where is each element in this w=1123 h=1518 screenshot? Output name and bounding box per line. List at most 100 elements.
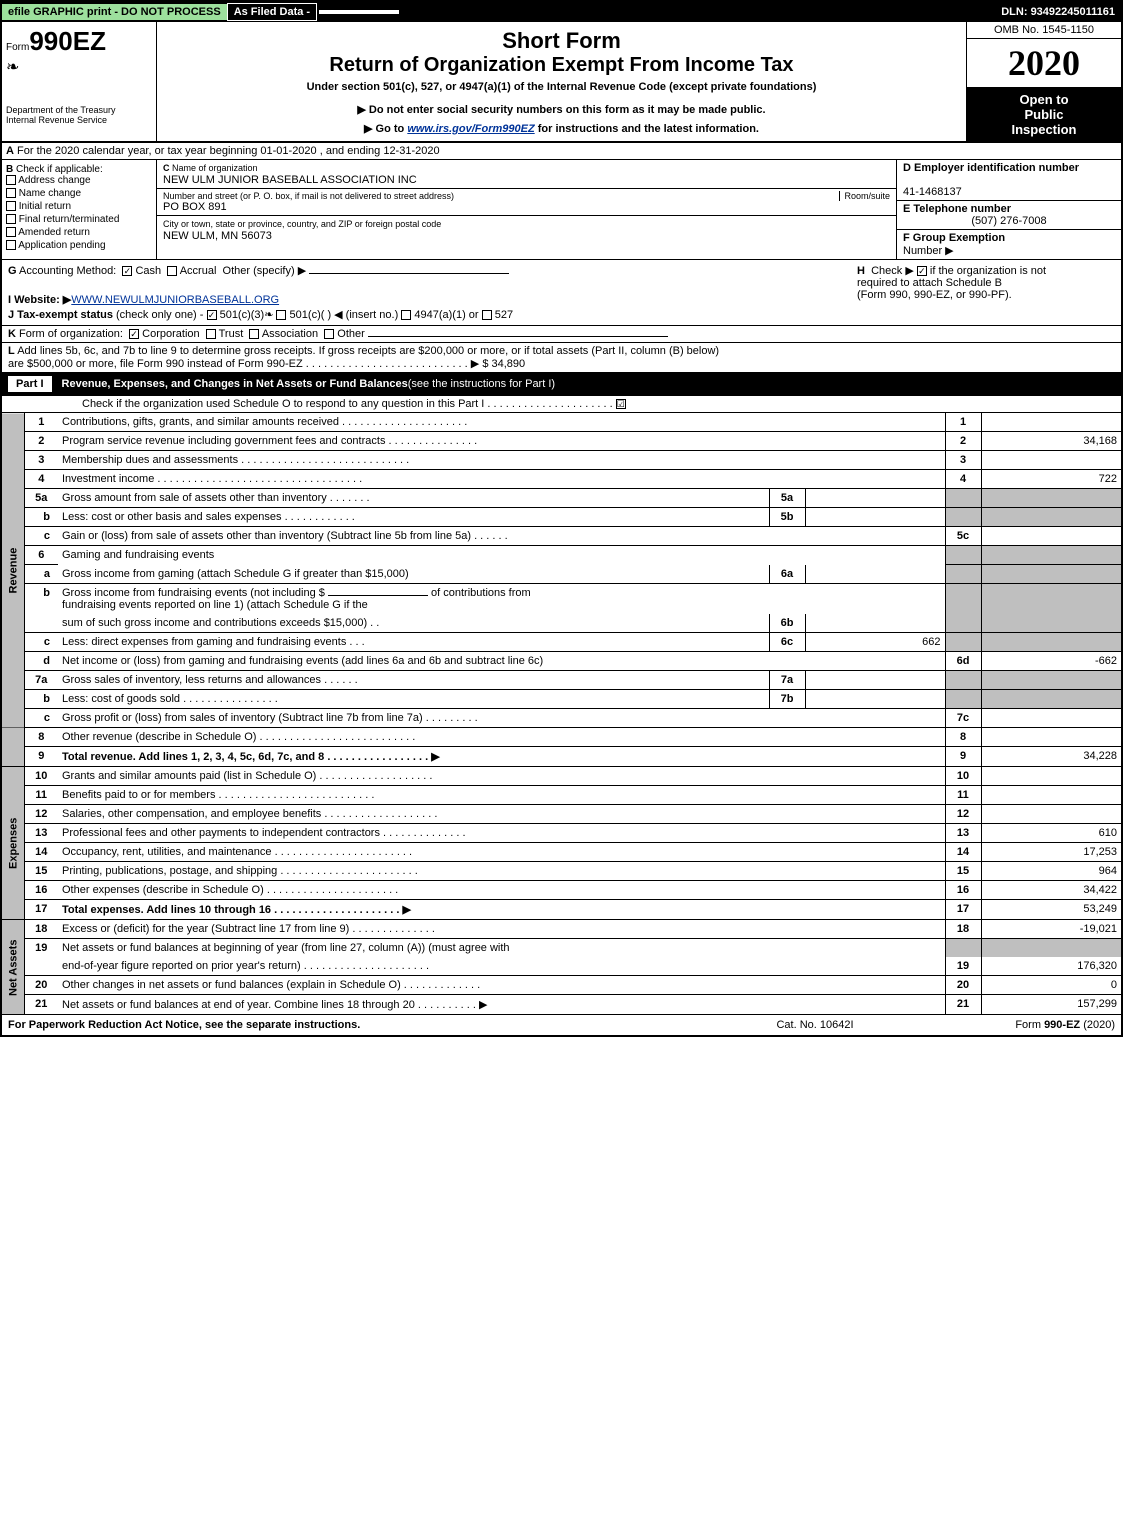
checkbox-trust[interactable]	[206, 329, 216, 339]
line-6a-midval	[805, 565, 945, 584]
part-1-table: Revenue 1 Contributions, gifts, grants, …	[2, 413, 1121, 1015]
line-5b-desc: Less: cost or other basis and sales expe…	[58, 508, 769, 527]
side-netassets: Net Assets	[2, 920, 24, 1015]
footer-left: For Paperwork Reduction Act Notice, see …	[8, 1019, 715, 1031]
checkbox-corporation[interactable]: ✓	[129, 329, 139, 339]
line-20-desc: Other changes in net assets or fund bala…	[58, 976, 945, 995]
website-link[interactable]: WWW.NEWULMJUNIORBASEBALL.ORG	[71, 294, 279, 306]
city-label: City or town, state or province, country…	[163, 219, 441, 229]
org-name-label: Name of organization	[172, 163, 258, 173]
row-h-check: H Check ▶ ✓ if the organization is not r…	[851, 260, 1121, 325]
checkbox-501c3[interactable]: ✓	[207, 310, 217, 320]
group-label2: Number ▶	[903, 245, 954, 257]
do-not-enter: ▶ Do not enter social security numbers o…	[167, 103, 956, 116]
label-association: Association	[262, 328, 318, 340]
open-line2: Public	[971, 107, 1117, 122]
line-11-box: 11	[945, 786, 981, 805]
line-6-rbox-shaded	[945, 546, 981, 565]
line-7c-val	[981, 709, 1121, 728]
line-6b-rval-shaded2	[981, 614, 1121, 633]
line-7b-rval-shaded	[981, 690, 1121, 709]
checkbox-amended-return[interactable]	[6, 227, 16, 237]
line-17-val: 53,249	[981, 900, 1121, 920]
bullet-icon: ❧	[6, 57, 152, 77]
checkbox-4947[interactable]	[401, 310, 411, 320]
line-8-desc: Other revenue (describe in Schedule O) .…	[58, 728, 945, 747]
checkbox-application-pending[interactable]	[6, 240, 16, 250]
row-g-left: G Accounting Method: ✓ Cash Accrual Othe…	[2, 260, 851, 325]
line-12-val	[981, 805, 1121, 824]
row-a-text: For the 2020 calendar year, or tax year …	[17, 145, 440, 157]
line-16-val: 34,422	[981, 881, 1121, 900]
line-9-val: 34,228	[981, 747, 1121, 767]
line-9-no: 9	[24, 747, 58, 767]
line-20-no: 20	[24, 976, 58, 995]
line-16-no: 16	[24, 881, 58, 900]
line-13-box: 13	[945, 824, 981, 843]
label-accrual: Accrual	[180, 265, 217, 277]
line-10-no: 10	[24, 767, 58, 786]
line-6a-rbox-shaded	[945, 565, 981, 584]
checkbox-name-change[interactable]	[6, 188, 16, 198]
form-header: Form990EZ ❧ Department of the Treasury I…	[2, 22, 1121, 143]
line-7b: b Less: cost of goods sold . . . . . . .…	[2, 690, 1121, 709]
checkbox-association[interactable]	[249, 329, 259, 339]
checkbox-accrual[interactable]	[167, 266, 177, 276]
line-8-val	[981, 728, 1121, 747]
open-line1: Open to	[971, 92, 1117, 107]
line-20-box: 20	[945, 976, 981, 995]
row-g-accounting: G Accounting Method: ✓ Cash Accrual Othe…	[2, 260, 1121, 326]
org-street: PO BOX 891	[163, 201, 227, 213]
line-14-val: 17,253	[981, 843, 1121, 862]
line-12-box: 12	[945, 805, 981, 824]
line-19-row2: end-of-year figure reported on prior yea…	[2, 957, 1121, 976]
checkbox-cash[interactable]: ✓	[122, 266, 132, 276]
open-line3: Inspection	[971, 122, 1117, 137]
tax-year: 2020	[967, 39, 1121, 88]
checkbox-527[interactable]	[482, 310, 492, 320]
label-other-specify: Other (specify) ▶	[223, 265, 307, 277]
checkbox-schedule-o-part1[interactable]: ☑	[616, 399, 626, 409]
line-14-box: 14	[945, 843, 981, 862]
line-16-desc: Other expenses (describe in Schedule O) …	[58, 881, 945, 900]
line-11-no: 11	[24, 786, 58, 805]
line-12: 12 Salaries, other compensation, and emp…	[2, 805, 1121, 824]
label-name-change: Name change	[19, 188, 81, 199]
line-6-desc: Gaming and fundraising events	[58, 546, 945, 565]
other-specify-blank	[309, 273, 509, 274]
line-2-no: 2	[24, 432, 58, 451]
dept-treasury: Department of the Treasury	[6, 105, 152, 115]
part-1-label: Part I	[8, 376, 52, 392]
label-501c: 501(c)( ) ◀ (insert no.)	[290, 309, 399, 321]
line-7a-rbox-shaded	[945, 671, 981, 690]
line-6c-no: c	[24, 633, 58, 652]
line-21-no: 21	[24, 995, 58, 1015]
goto-link[interactable]: www.irs.gov/Form990EZ	[407, 123, 534, 135]
col-f-group: F Group Exemption Number ▶	[897, 230, 1121, 259]
page-footer: For Paperwork Reduction Act Notice, see …	[2, 1015, 1121, 1035]
line-18: Net Assets 18 Excess or (deficit) for th…	[2, 920, 1121, 939]
form-990ez-page: efile GRAPHIC print - DO NOT PROCESS As …	[0, 0, 1123, 1037]
line-1-val	[981, 413, 1121, 432]
org-name-block: C Name of organization NEW ULM JUNIOR BA…	[157, 160, 896, 189]
checkbox-initial-return[interactable]	[6, 201, 16, 211]
line-5c-no: c	[24, 527, 58, 546]
checkbox-not-required-b[interactable]: ✓	[917, 266, 927, 276]
checkbox-501c[interactable]	[276, 310, 286, 320]
line-16: 16 Other expenses (describe in Schedule …	[2, 881, 1121, 900]
info-grid: B Check if applicable: Address change Na…	[2, 160, 1121, 260]
line-6a-no: a	[24, 565, 58, 584]
line-14-no: 14	[24, 843, 58, 862]
footer-right: Form 990-EZ (2020)	[915, 1019, 1115, 1031]
line-13-val: 610	[981, 824, 1121, 843]
goto-post: for instructions and the latest informat…	[535, 123, 759, 135]
line-6-rval-shaded	[981, 546, 1121, 565]
line-19-desc1: Net assets or fund balances at beginning…	[58, 939, 945, 958]
checkbox-other-org[interactable]	[324, 329, 334, 339]
checkbox-address-change[interactable]	[6, 175, 16, 185]
line-7b-desc: Less: cost of goods sold . . . . . . . .…	[58, 690, 769, 709]
street-label: Number and street (or P. O. box, if mail…	[163, 191, 839, 201]
line-9-box: 9	[945, 747, 981, 767]
checkbox-final-return[interactable]	[6, 214, 16, 224]
line-5b-rval-shaded	[981, 508, 1121, 527]
